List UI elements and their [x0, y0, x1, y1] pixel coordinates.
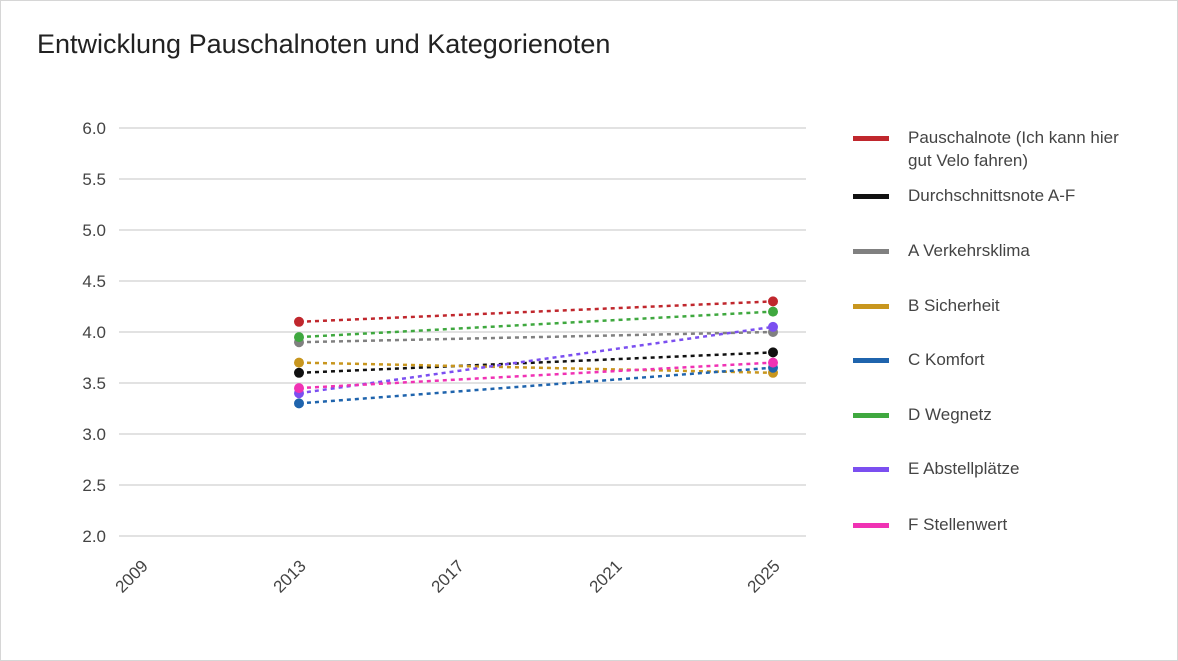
legend-swatch [853, 194, 889, 199]
legend-swatch [853, 358, 889, 363]
point [768, 347, 778, 358]
point [768, 306, 778, 317]
legend-label: F Stellenwert [908, 515, 1008, 534]
point [768, 357, 778, 368]
x-tick-label: 2009 [112, 556, 152, 596]
point [294, 357, 304, 368]
y-tick-label: 2.5 [82, 476, 106, 495]
legend-label: Pauschalnote (Ich kann hier gut Velo fah… [908, 128, 1119, 170]
y-tick-label: 4.5 [82, 272, 106, 291]
point [294, 383, 304, 394]
point [294, 398, 304, 409]
series-line [298, 366, 774, 405]
legend-label: B Sicherheit [908, 296, 1000, 315]
series-line [298, 330, 774, 344]
point [294, 332, 304, 343]
point [294, 367, 304, 378]
series-line [298, 351, 774, 375]
y-tick-label: 5.0 [82, 221, 106, 240]
legend-label: A Verkehrsklima [908, 241, 1030, 260]
legend-swatch [853, 249, 889, 254]
legend-swatch [853, 304, 889, 309]
y-tick-label: 2.0 [82, 527, 106, 546]
series-line [298, 361, 774, 375]
x-tick-label: 2017 [428, 556, 468, 596]
y-tick-label: 6.0 [82, 119, 106, 138]
y-tick-label: 3.5 [82, 374, 106, 393]
legend-swatch [853, 413, 889, 418]
point [294, 316, 304, 327]
x-tick-label: 2021 [586, 556, 626, 596]
y-tick-label: 4.0 [82, 323, 106, 342]
legend-label: C Komfort [908, 350, 985, 369]
legend-label: E Abstellplätze [908, 459, 1020, 478]
point [768, 296, 778, 307]
legend-swatch [853, 523, 889, 528]
y-tick-label: 3.0 [82, 425, 106, 444]
y-tick-label: 5.5 [82, 170, 106, 189]
x-tick-label: 2013 [270, 556, 310, 596]
chart-title: Entwicklung Pauschalnoten und Kategorien… [37, 29, 610, 59]
legend-swatch [853, 467, 889, 472]
x-tick-label: 2025 [744, 556, 784, 596]
point [768, 321, 778, 332]
series-line [298, 361, 774, 390]
legend-label: D Wegnetz [908, 405, 992, 424]
legend-label: Durchschnittsnote A-F [908, 186, 1076, 205]
legend-swatch [853, 136, 889, 141]
series-line [298, 310, 774, 339]
series-line [298, 300, 774, 324]
